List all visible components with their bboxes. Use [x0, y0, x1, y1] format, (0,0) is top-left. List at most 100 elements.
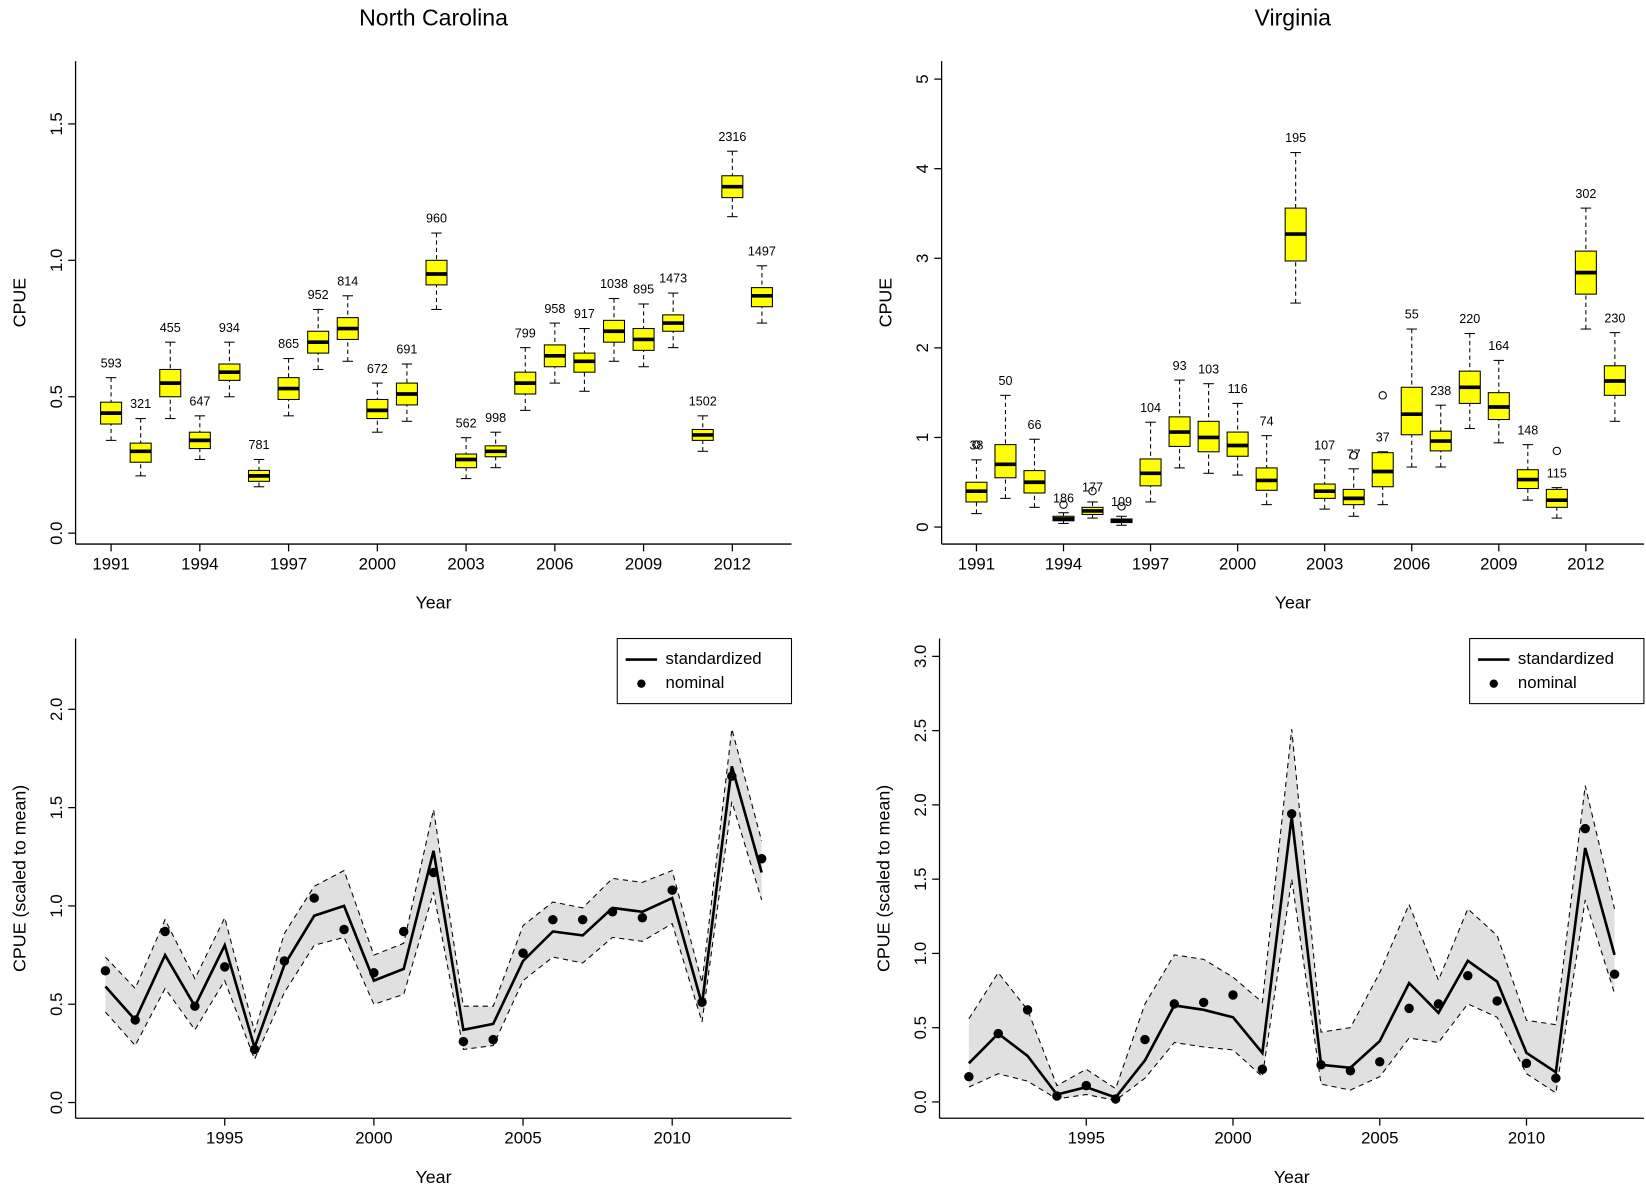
series-point — [428, 867, 439, 878]
panel: Year CPUE (scaled to mean) 0.0 0.5 1.0 1.5 2.0… — [10, 638, 793, 1187]
panel-title: North Carolina — [359, 4, 508, 30]
box — [994, 444, 1017, 479]
series-line — [104, 765, 763, 1052]
band-upper — [105, 728, 763, 1034]
outlier — [1117, 502, 1126, 511]
count-label: 116 — [1228, 382, 1248, 396]
series-point — [667, 885, 677, 895]
series-point — [1052, 1091, 1062, 1101]
x-tick-label: 2006 — [1393, 554, 1430, 573]
confidence-band — [968, 729, 1615, 1101]
x-tick-label: 1991 — [92, 554, 129, 573]
count-label: 562 — [456, 416, 477, 430]
count-label: 960 — [426, 212, 447, 226]
x-tick-label: 1991 — [958, 554, 995, 573]
y-tick-label: 0.5 — [911, 1016, 930, 1039]
y-tick-label: 3 — [913, 254, 932, 263]
count-label: 77 — [1347, 447, 1361, 461]
legend-box — [1469, 638, 1645, 705]
x-tick-label: 1995 — [206, 1129, 243, 1148]
count-label: 1502 — [689, 395, 717, 409]
x-tick-label: 1994 — [181, 554, 218, 573]
x-tick-label: 2012 — [714, 554, 751, 573]
x-tick-label: 1995 — [1068, 1129, 1105, 1148]
series-point — [190, 1001, 200, 1011]
x-tick-label: 2009 — [1480, 554, 1517, 573]
y-axis-label: CPUE (scaled to mean) — [874, 785, 894, 972]
x-tick-label: 2010 — [1508, 1129, 1545, 1148]
series-point — [964, 1071, 974, 1082]
x-tick-label: 1997 — [1132, 554, 1169, 573]
outlier — [1059, 500, 1068, 509]
series-point — [607, 907, 618, 917]
series-point — [1228, 990, 1238, 1000]
count-label: 238 — [1430, 384, 1451, 398]
series-point — [1081, 1080, 1091, 1091]
count-label: 115 — [1547, 466, 1567, 480]
band-lower — [105, 801, 763, 1061]
count-label: 814 — [337, 274, 358, 288]
y-tick-label: 2 — [913, 343, 932, 352]
count-label: 1038 — [600, 277, 628, 291]
count-label: 195 — [1285, 131, 1306, 145]
x-tick-label: 2006 — [536, 554, 573, 573]
series-point — [1286, 809, 1297, 819]
x-tick-label: 2000 — [1219, 554, 1256, 573]
series-point — [727, 771, 737, 781]
series-point — [1110, 1094, 1121, 1104]
y-tick-label: 3.0 — [911, 645, 930, 668]
series-point — [548, 914, 558, 925]
count-label: 164 — [1488, 339, 1509, 353]
count-label: 109 — [1111, 495, 1132, 509]
series-point — [458, 1036, 469, 1047]
y-tick-label: 0.0 — [911, 1090, 930, 1113]
count-label: 1497 — [748, 244, 776, 258]
legend-label: nominal — [1518, 673, 1577, 692]
y-tick-label: 4 — [913, 164, 932, 173]
legend-label: standardized — [666, 649, 762, 668]
series-point — [993, 1028, 1003, 1039]
series-point — [756, 854, 767, 864]
y-tick-label: 1.5 — [47, 112, 66, 135]
y-tick-label: 5 — [913, 74, 932, 83]
series-point — [1433, 999, 1444, 1009]
y-tick-label: 1 — [913, 433, 932, 442]
count-label: 865 — [278, 337, 299, 351]
y-tick-label: 2.0 — [47, 698, 66, 721]
y-axis-label: CPUE — [10, 278, 30, 328]
x-tick-label: 2012 — [1567, 554, 1604, 573]
count-label: 107 — [1314, 439, 1335, 453]
outlier — [1088, 487, 1097, 496]
series-point — [488, 1034, 498, 1045]
x-tick-label: 2000 — [359, 554, 396, 573]
count-label: 691 — [396, 343, 417, 357]
series-point — [577, 914, 588, 925]
count-label: 455 — [160, 321, 181, 335]
y-tick-label: 1.0 — [911, 942, 930, 965]
count-label: 148 — [1517, 423, 1538, 437]
x-tick-label: 1997 — [270, 554, 307, 573]
series-point — [518, 948, 528, 958]
series-point — [1580, 823, 1590, 834]
x-tick-label: 2003 — [1306, 554, 1343, 573]
count-label: 958 — [544, 302, 565, 316]
band-upper — [968, 729, 1616, 1090]
count-label: 186 — [1053, 491, 1074, 505]
y-tick-label: 0.5 — [47, 993, 66, 1016]
y-axis-label: CPUE — [876, 278, 896, 328]
count-label: 917 — [574, 307, 595, 321]
x-tick-label: 2005 — [1361, 1129, 1398, 1148]
count-label: 934 — [219, 321, 240, 335]
y-tick-label: 1.5 — [911, 867, 930, 890]
series-point — [1463, 970, 1473, 981]
y-tick-label: 0.5 — [47, 385, 66, 408]
series-point — [279, 956, 290, 966]
series-point — [1198, 997, 1209, 1008]
y-tick-label: 1.5 — [47, 796, 66, 819]
panel-title: Virginia — [1254, 4, 1331, 30]
count-label: 66 — [1027, 418, 1041, 432]
series-point — [1257, 1064, 1268, 1074]
count-label: 55 — [1405, 308, 1419, 322]
legend-point — [637, 679, 646, 688]
outlier — [972, 440, 981, 449]
